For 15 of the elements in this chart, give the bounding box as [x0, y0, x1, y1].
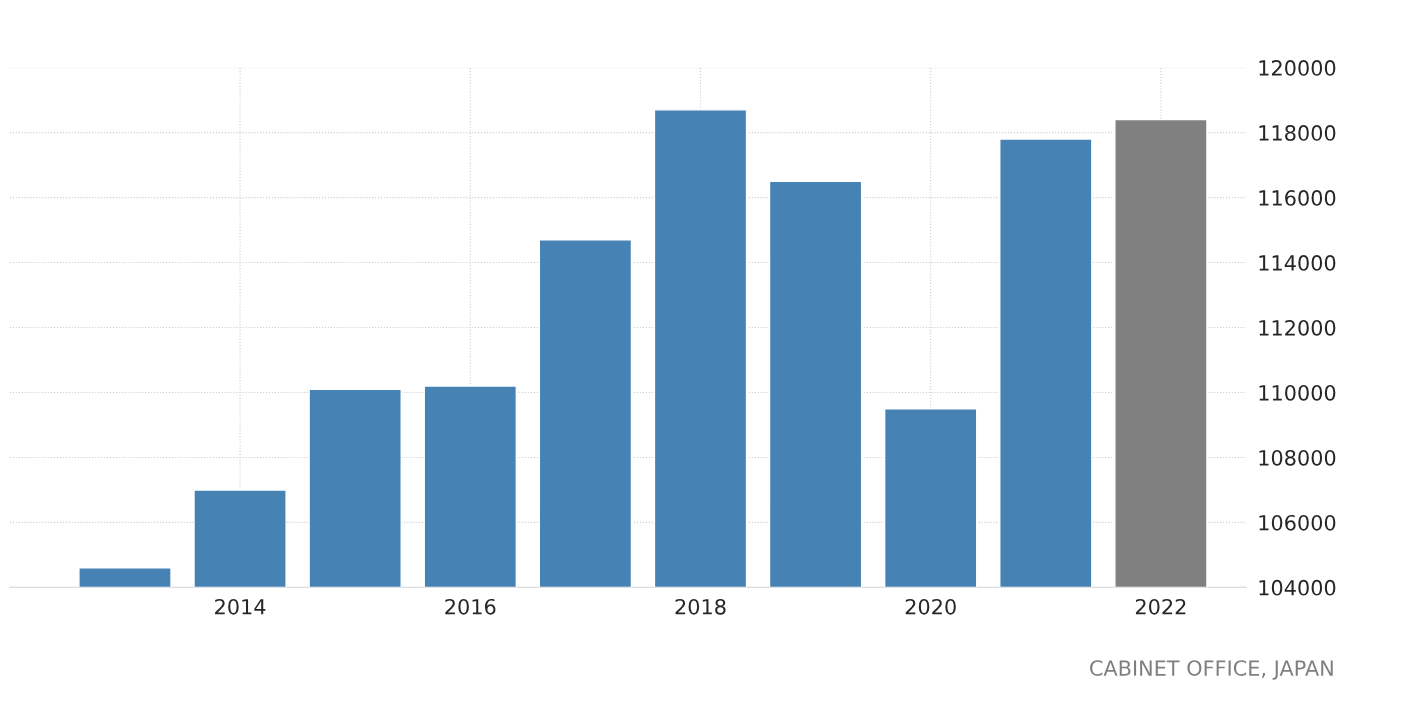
x-tick-label: 2020: [905, 598, 956, 615]
y-tick-label: 104000: [1259, 579, 1336, 596]
y-tick-label: 112000: [1259, 319, 1336, 336]
x-tick-label: 2014: [215, 598, 266, 615]
x-tick-label: 2018: [675, 598, 726, 615]
y-tick-label: 106000: [1259, 514, 1336, 531]
x-tick-label: 2016: [445, 598, 496, 615]
text: CABINET OFFICE, JAPAN: [1090, 660, 1333, 680]
y-tick-label: 110000: [1259, 384, 1336, 401]
y-tick-label: 114000: [1259, 255, 1336, 271]
y-tick-label: 108000: [1259, 449, 1336, 466]
x-tick-label: 2022: [1135, 598, 1186, 615]
y-tick-label: 118000: [1259, 125, 1336, 141]
y-tick-label: 116000: [1259, 190, 1336, 206]
y-tick-label: 120000: [1259, 60, 1336, 76]
